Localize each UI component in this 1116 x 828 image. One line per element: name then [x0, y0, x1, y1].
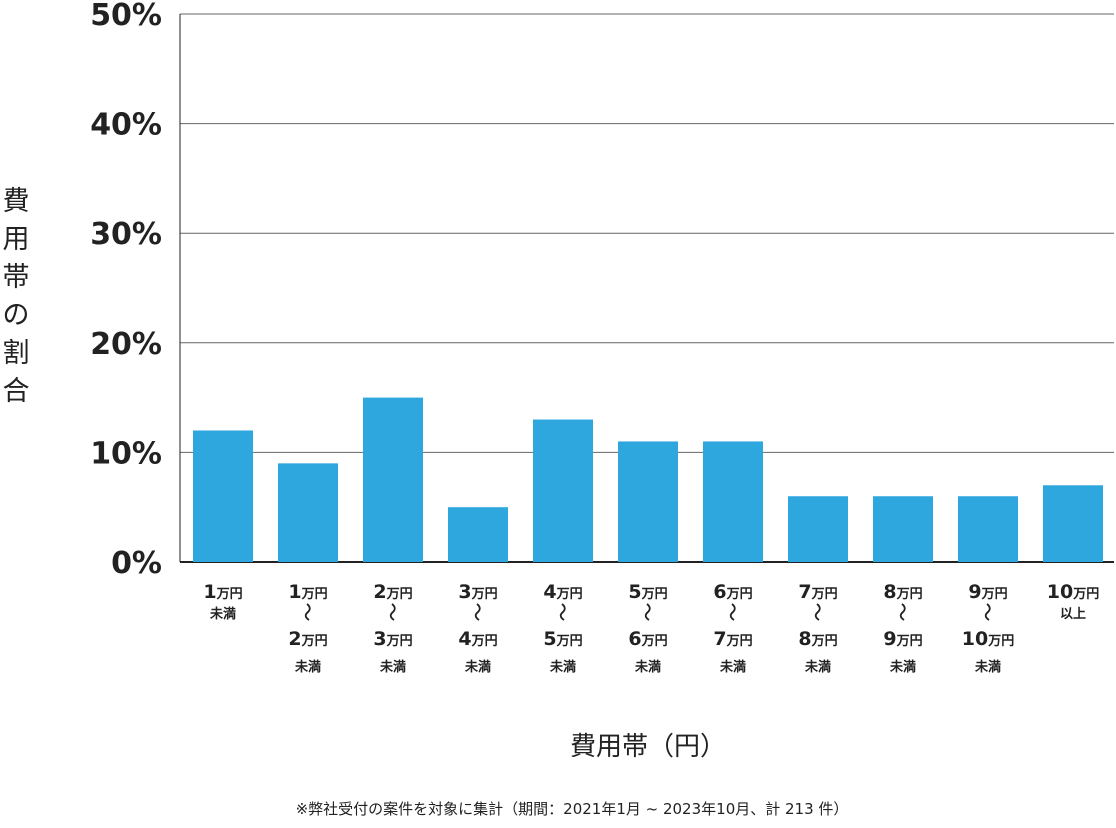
x-category-label-line: 未満: [209, 606, 236, 622]
x-category-label-line: 6万円: [713, 581, 752, 603]
x-category-label-line: 1万円: [288, 581, 327, 603]
x-category-label-line: 未満: [294, 659, 321, 675]
bar: [873, 496, 933, 562]
x-category-label-line: 未満: [549, 659, 576, 675]
range-tilde: ~: [644, 603, 651, 621]
bar: [1043, 485, 1103, 562]
x-category-label-line: 10万円: [1047, 581, 1099, 603]
x-category-label-line: 4万円: [458, 628, 497, 650]
bar: [193, 430, 253, 562]
x-category-label-line: 未満: [464, 659, 491, 675]
range-tilde: ~: [984, 603, 991, 621]
y-tick-label: 50%: [90, 0, 162, 33]
bar: [278, 463, 338, 562]
y-axis-label: 費用帯の割合: [3, 186, 30, 407]
range-tilde: ~: [814, 603, 821, 621]
range-tilde: ~: [899, 603, 906, 621]
y-tick-label: 0%: [111, 546, 162, 581]
range-tilde: ~: [559, 603, 566, 621]
x-category-label-line: 3万円: [373, 628, 412, 650]
range-tilde: ~: [474, 603, 481, 621]
bar: [618, 441, 678, 562]
x-category-label-line: 1万円: [203, 581, 242, 603]
y-tick-labels: 0% 10% 20% 30% 40% 50%: [90, 0, 162, 581]
y-tick-label: 30%: [90, 217, 162, 252]
x-category-label-line: 10万円: [962, 628, 1014, 650]
x-category-label-line: 9万円: [968, 581, 1007, 603]
x-category-label-line: 6万円: [628, 628, 667, 650]
range-tilde: ~: [389, 603, 396, 621]
bar: [448, 507, 508, 562]
range-tilde: ~: [304, 603, 311, 621]
x-category-label-line: 2万円: [288, 628, 327, 650]
x-axis-label: 費用帯（円）: [570, 732, 726, 762]
bars: [193, 397, 1103, 562]
x-category-labels: 1万円未満1万円~2万円未満2万円~3万円未満3万円~4万円未満4万円~5万円未…: [203, 581, 1099, 675]
range-tilde: ~: [729, 603, 736, 621]
x-category-label-line: 以上: [1060, 607, 1086, 622]
bar: [533, 419, 593, 562]
bar: [958, 496, 1018, 562]
x-category-label-line: 3万円: [458, 581, 497, 603]
bar: [788, 496, 848, 562]
x-category-label-line: 未満: [974, 659, 1001, 675]
x-category-label-line: 未満: [719, 659, 746, 675]
x-category-label-line: 8万円: [883, 581, 922, 603]
x-category-label-line: 未満: [804, 659, 831, 675]
x-category-label-line: 8万円: [798, 628, 837, 650]
x-category-label-line: 7万円: [798, 581, 837, 603]
y-tick-label: 10%: [90, 436, 162, 471]
x-category-label-line: 未満: [889, 659, 916, 675]
y-tick-label: 40%: [90, 108, 162, 143]
x-category-label-line: 未満: [634, 659, 661, 675]
y-tick-label: 20%: [90, 327, 162, 362]
x-category-label-line: 5万円: [628, 581, 667, 603]
bar: [363, 397, 423, 562]
bar: [703, 441, 763, 562]
x-category-label-line: 5万円: [543, 628, 582, 650]
footnote: ※弊社受付の案件を対象に集計（期間：2021年1月 ~ 2023年10月、計 2…: [296, 800, 849, 818]
x-category-label-line: 4万円: [543, 581, 582, 603]
x-category-label-line: 7万円: [713, 628, 752, 650]
x-category-label-line: 9万円: [883, 628, 922, 650]
x-category-label-line: 2万円: [373, 581, 412, 603]
x-category-label-line: 未満: [379, 659, 406, 675]
